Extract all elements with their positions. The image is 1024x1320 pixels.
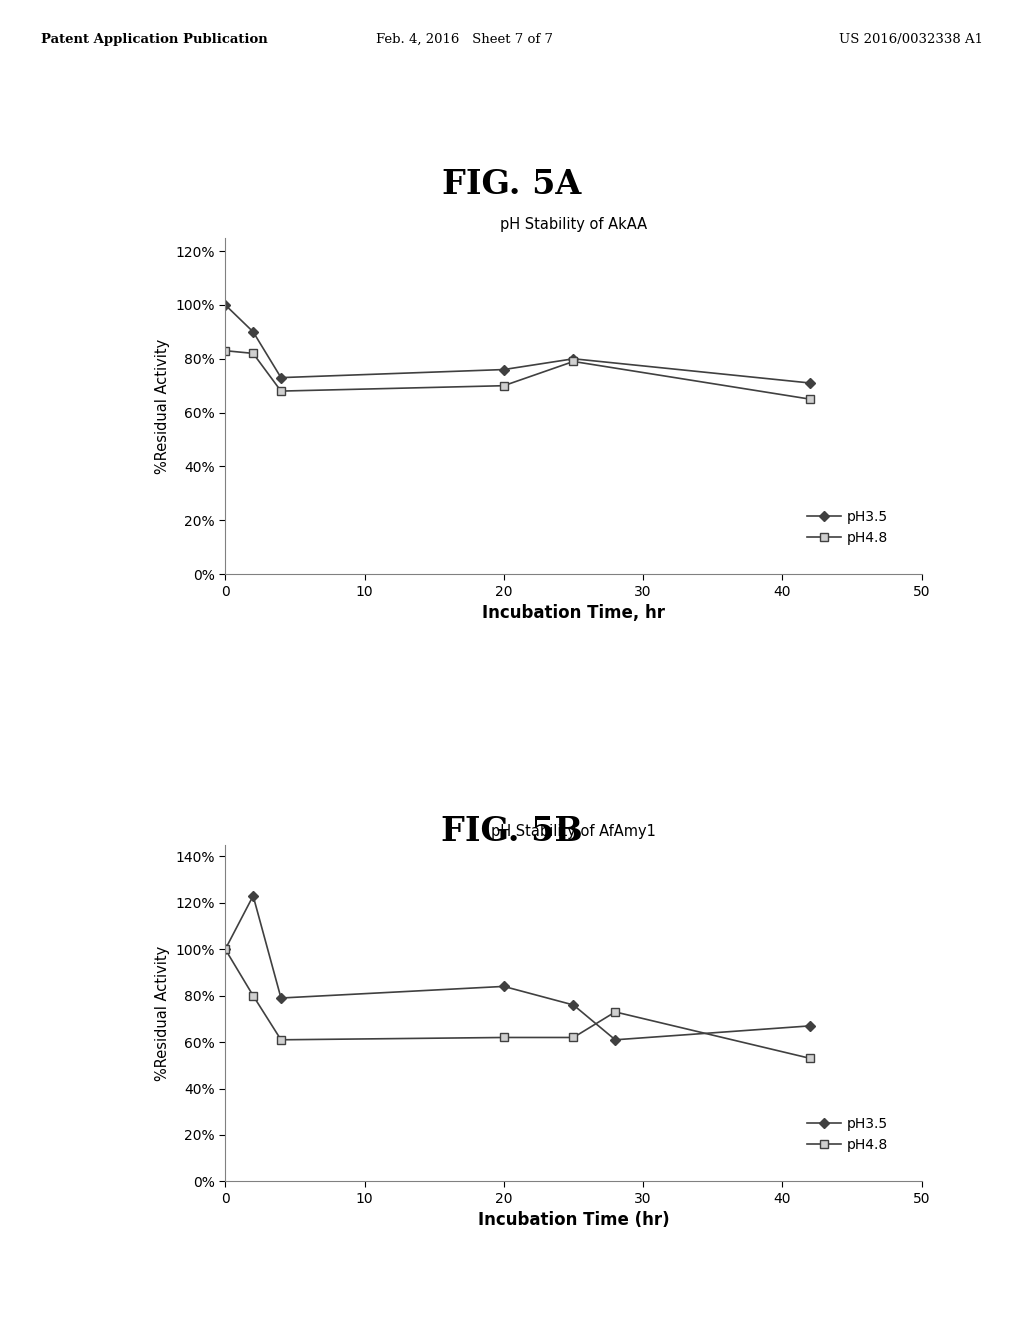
Legend: pH3.5, pH4.8: pH3.5, pH4.8 bbox=[801, 504, 894, 550]
pH3.5 bbox=[274, 370, 287, 385]
pH4.8 bbox=[498, 1030, 510, 1045]
pH4.8 bbox=[274, 383, 287, 399]
Y-axis label: %Residual Activity: %Residual Activity bbox=[155, 338, 170, 474]
Title: pH Stability of AfAmy1: pH Stability of AfAmy1 bbox=[490, 825, 656, 840]
pH4.8 bbox=[567, 354, 580, 370]
pH4.8 bbox=[609, 1005, 622, 1020]
pH4.8 bbox=[804, 1051, 816, 1067]
pH3.5 bbox=[247, 323, 259, 339]
pH3.5 bbox=[804, 1018, 816, 1034]
Legend: pH3.5, pH4.8: pH3.5, pH4.8 bbox=[801, 1111, 894, 1158]
Text: US 2016/0032338 A1: US 2016/0032338 A1 bbox=[839, 33, 983, 46]
pH4.8 bbox=[804, 391, 816, 407]
pH4.8 bbox=[247, 346, 259, 362]
pH4.8 bbox=[247, 987, 259, 1003]
Text: FIG. 5A: FIG. 5A bbox=[442, 168, 582, 201]
Text: FIG. 5B: FIG. 5B bbox=[441, 814, 583, 849]
pH4.8 bbox=[219, 941, 231, 957]
pH3.5 bbox=[498, 978, 510, 994]
pH4.8 bbox=[274, 1032, 287, 1048]
Text: Feb. 4, 2016   Sheet 7 of 7: Feb. 4, 2016 Sheet 7 of 7 bbox=[377, 33, 553, 46]
Y-axis label: %Residual Activity: %Residual Activity bbox=[155, 945, 170, 1081]
pH3.5 bbox=[804, 375, 816, 391]
Title: pH Stability of AkAA: pH Stability of AkAA bbox=[500, 218, 647, 232]
Line: pH4.8: pH4.8 bbox=[221, 945, 814, 1063]
pH3.5 bbox=[498, 362, 510, 378]
pH4.8 bbox=[219, 343, 231, 359]
Line: pH3.5: pH3.5 bbox=[221, 301, 814, 387]
pH3.5 bbox=[219, 297, 231, 313]
pH4.8 bbox=[567, 1030, 580, 1045]
X-axis label: Incubation Time (hr): Incubation Time (hr) bbox=[477, 1212, 670, 1229]
X-axis label: Incubation Time, hr: Incubation Time, hr bbox=[482, 605, 665, 622]
pH3.5 bbox=[274, 990, 287, 1006]
pH4.8 bbox=[498, 378, 510, 393]
Line: pH4.8: pH4.8 bbox=[221, 347, 814, 403]
pH3.5 bbox=[247, 888, 259, 904]
pH3.5 bbox=[609, 1032, 622, 1048]
pH3.5 bbox=[567, 351, 580, 367]
pH3.5 bbox=[219, 941, 231, 957]
Text: Patent Application Publication: Patent Application Publication bbox=[41, 33, 267, 46]
Line: pH3.5: pH3.5 bbox=[221, 892, 814, 1044]
pH3.5 bbox=[567, 997, 580, 1012]
